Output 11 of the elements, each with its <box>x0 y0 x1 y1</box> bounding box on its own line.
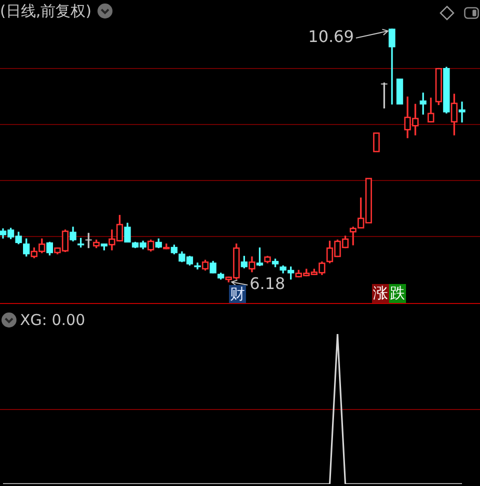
text: 跌 <box>389 284 406 303</box>
text: 财 <box>229 285 246 304</box>
annotation: 6.18 <box>250 274 286 294</box>
candlestick <box>396 78 404 104</box>
chart-title: XG: 0.00 <box>20 310 86 330</box>
candlestick <box>458 102 466 122</box>
chart-title: (日线,前复权) <box>0 1 92 21</box>
annotation: 10.69 <box>308 27 354 46</box>
candlestick <box>388 28 396 104</box>
text: 涨 <box>372 284 389 303</box>
candlestick <box>373 132 380 152</box>
